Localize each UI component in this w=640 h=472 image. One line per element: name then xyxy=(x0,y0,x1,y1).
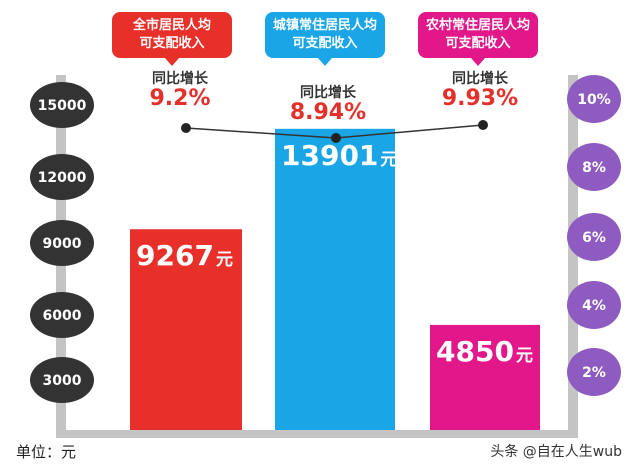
bar-group-1: 13901 元 xyxy=(275,128,397,431)
left-tick-label: 6000 xyxy=(43,308,82,324)
baseline xyxy=(56,430,578,438)
growth-value: 8.94% xyxy=(289,100,367,125)
left-tick-label: 9000 xyxy=(43,236,82,252)
left-tick-label: 3000 xyxy=(43,373,82,389)
growth-value: 9.93% xyxy=(441,86,519,111)
bar xyxy=(130,229,242,430)
left-tick-15000: 15000 xyxy=(30,82,94,128)
right-tick-2pct: 2% xyxy=(567,348,621,396)
bar-value-unit: 元 xyxy=(380,150,397,170)
right-tick-10pct: 10% xyxy=(567,75,621,123)
category-name: 农村常住居民人均 xyxy=(425,18,530,33)
left-tick-label: 12000 xyxy=(38,170,87,186)
left-tick-circle xyxy=(30,292,94,338)
right-tick-6pct: 6% xyxy=(567,213,621,261)
left-tick-circle xyxy=(30,220,94,266)
growth-title: 同比增长 xyxy=(152,71,208,87)
right-tick-circle xyxy=(567,75,621,123)
growth-value: 9.2% xyxy=(149,86,211,111)
right-tick-circle xyxy=(567,281,621,329)
growth-line xyxy=(181,120,488,143)
bar-value-label: 13901 元 xyxy=(281,139,397,172)
bar xyxy=(275,128,395,431)
growth-dot xyxy=(331,133,341,143)
right-tick-label: 10% xyxy=(577,92,611,108)
right-tick-circle xyxy=(567,213,621,261)
left-tick-3000: 3000 xyxy=(30,357,94,403)
growth-title: 同比增长 xyxy=(452,71,508,87)
left-tick-label: 15000 xyxy=(38,98,87,114)
bar-group-2: 4850 元 xyxy=(430,324,540,430)
left-tick-12000: 12000 xyxy=(30,154,94,200)
right-tick-label: 2% xyxy=(582,365,606,381)
right-tick-label: 6% xyxy=(582,230,606,246)
bar xyxy=(430,324,540,430)
right-axis-bar xyxy=(568,75,578,437)
left-tick-circle xyxy=(30,82,94,128)
category-callout: 城镇常住居民人均 可支配收入 xyxy=(265,12,385,66)
growth-dot xyxy=(181,123,191,133)
right-axis-ticks: 2% 4% 6% 8% 10% xyxy=(567,75,621,396)
category-callout: 农村常住居民人均 可支配收入 xyxy=(418,12,538,66)
bar-value-label: 4850 元 xyxy=(436,335,533,368)
category-name-line2: 可支配收入 xyxy=(445,36,511,51)
left-tick-circle xyxy=(30,154,94,200)
category-name: 城镇常住居民人均 xyxy=(272,18,377,33)
right-tick-circle xyxy=(567,348,621,396)
bar-group-0: 9267 元 xyxy=(130,229,242,430)
right-tick-8pct: 8% xyxy=(567,143,621,191)
growth-title: 同比增长 xyxy=(300,85,356,101)
right-tick-label: 8% xyxy=(582,160,606,176)
bar-value: 4850 xyxy=(436,335,514,368)
growth-dot xyxy=(478,120,488,130)
bar-value-unit: 元 xyxy=(516,346,533,366)
category-name: 全市居民人均 xyxy=(132,18,211,33)
right-tick-4pct: 4% xyxy=(567,281,621,329)
category-name-line2: 可支配收入 xyxy=(139,36,205,51)
right-tick-label: 4% xyxy=(582,298,606,314)
left-axis-ticks: 3000 6000 9000 12000 15000 xyxy=(30,82,94,403)
left-tick-6000: 6000 xyxy=(30,292,94,338)
unit-label: 单位：元 xyxy=(16,443,77,461)
category-name-line2: 可支配收入 xyxy=(292,36,358,51)
left-tick-9000: 9000 xyxy=(30,220,94,266)
source-watermark: 头条 @自在人生wub xyxy=(490,444,622,460)
bar-value-unit: 元 xyxy=(216,250,233,270)
left-tick-circle xyxy=(30,357,94,403)
bar-value: 9267 xyxy=(136,239,214,272)
right-tick-circle xyxy=(567,143,621,191)
bar-value: 13901 xyxy=(281,139,378,172)
category-callout: 全市居民人均 可支配收入 xyxy=(112,12,232,66)
bar-value-label: 9267 元 xyxy=(136,239,233,272)
